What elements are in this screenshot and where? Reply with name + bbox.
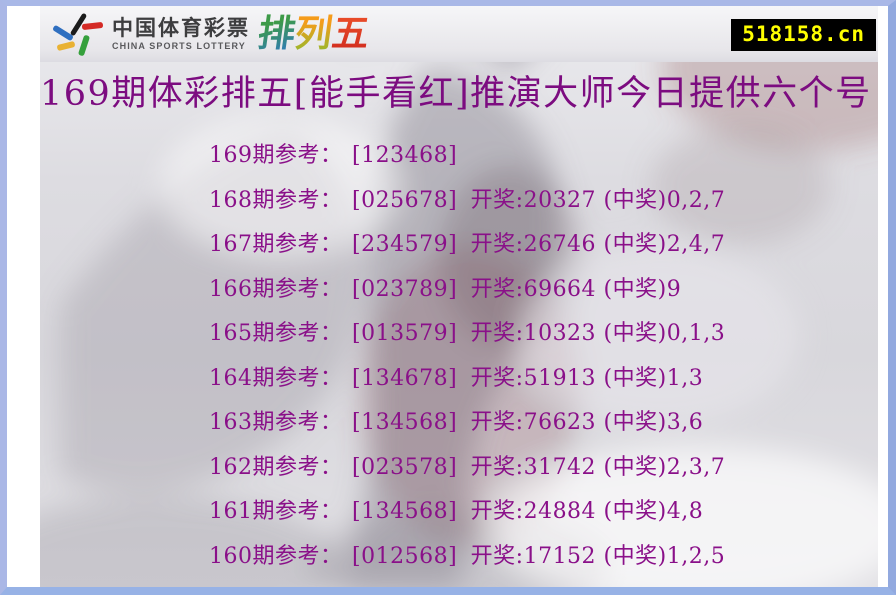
logo-stroke-yellow [56,40,76,52]
brand-text: 中国体育彩票 CHINA SPORTS LOTTERY [112,15,250,51]
entry-period-label: 169期参考： [209,143,343,168]
entry-row: 165期参考： [013579] 开奖:10323 (中奖)0,1,3 [209,315,878,360]
entry-draw-result: 开奖:10323 (中奖)0,1,3 [470,321,726,346]
entry-draw-result: 开奖:76623 (中奖)3,6 [470,410,704,435]
content-canvas: 中国体育彩票 CHINA SPORTS LOTTERY 排 列 五 518158… [40,6,878,587]
entry-period-label: 161期参考： [209,499,343,524]
entry-row: 167期参考： [234579] 开奖:26746 (中奖)2,4,7 [209,226,878,271]
entry-picks: [013579] [352,321,458,346]
entry-picks: [134568] [352,499,458,524]
logo-stroke-red [81,21,104,31]
entry-period-label: 162期参考： [209,454,343,480]
entry-period-label: 163期参考： [209,410,343,435]
entry-draw-result: 开奖:24884 (中奖)4,8 [470,499,704,524]
product-char: 五 [329,10,373,58]
entry-row: 163期参考： [134568] 开奖:76623 (中奖)3,6 [209,404,878,449]
entry-picks: [134678] [352,365,458,391]
entry-period-label: 165期参考： [209,321,343,346]
entry-picks: [025678] [352,187,458,213]
entry-picks: [234579] [352,232,458,257]
brand-name-cn: 中国体育彩票 [112,15,250,40]
entry-row: 161期参考： [134568] 开奖:24884 (中奖)4,8 [209,493,878,538]
entry-draw-result: 开奖:20327 (中奖)0,2,7 [470,187,726,213]
brand-name-en: CHINA SPORTS LOTTERY [112,40,246,51]
entry-period-label: 168期参考： [209,187,343,213]
entry-draw-result: 开奖:69664 (中奖)9 [470,276,682,302]
entry-period-label: 166期参考： [209,276,343,302]
entry-picks: [012568] [352,543,458,569]
sports-lottery-figure-icon [44,10,106,58]
page-title: 169期体彩排五[能手看红]推演大师今日提供六个号 [40,74,872,114]
entry-row: 169期参考： [123468] [209,137,878,182]
entry-draw-result: 开奖:17152 (中奖)1,2,5 [470,543,726,569]
entry-picks: [134568] [352,410,458,435]
brand-logo[interactable]: 中国体育彩票 CHINA SPORTS LOTTERY 排 列 五 [44,10,372,58]
site-url-badge[interactable]: 518158.cn [731,19,876,51]
entry-period-label: 167期参考： [209,232,343,257]
entry-period-label: 164期参考： [209,365,343,391]
product-name-pailiewu: 排 列 五 [255,10,373,58]
entry-picks: [123468] [352,143,458,168]
entry-picks: [023789] [352,276,458,302]
entry-draw-result: 开奖:26746 (中奖)2,4,7 [470,232,726,257]
logo-stroke-green [77,34,91,57]
header: 中国体育彩票 CHINA SPORTS LOTTERY 排 列 五 518158… [40,6,878,62]
entry-draw-result: 开奖:31742 (中奖)2,3,7 [470,454,726,480]
entry-period-label: 160期参考： [209,543,343,569]
entry-row: 166期参考： [023789] 开奖:69664 (中奖)9 [209,271,878,316]
entry-row: 160期参考： [012568] 开奖:17152 (中奖)1,2,5 [209,538,878,583]
entry-row: 168期参考： [025678] 开奖:20327 (中奖)0,2,7 [209,182,878,227]
prediction-list: 169期参考： [123468] 168期参考： [025678] 开奖:203… [40,137,878,582]
entry-draw-result: 开奖:51913 (中奖)1,3 [470,365,704,391]
entry-row: 164期参考： [134678] 开奖:51913 (中奖)1,3 [209,360,878,405]
entry-row: 162期参考： [023578] 开奖:31742 (中奖)2,3,7 [209,449,878,494]
entry-picks: [023578] [352,454,458,480]
